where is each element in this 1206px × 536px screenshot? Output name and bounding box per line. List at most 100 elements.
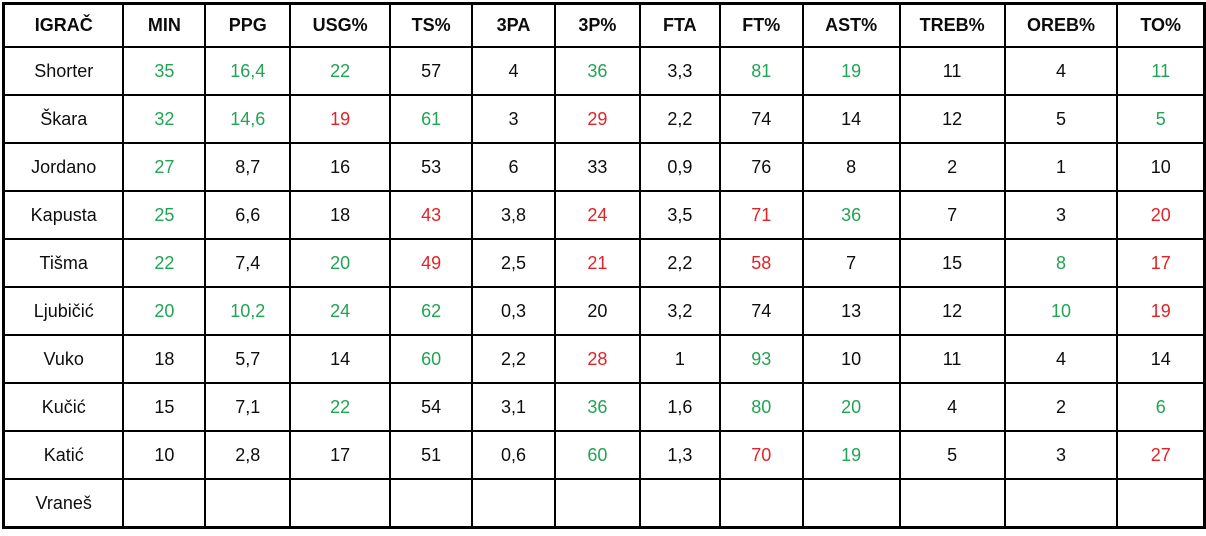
stat-cell: 71 [718,190,804,240]
player-name-cell: Shorter [2,46,125,96]
stat-cell: 19 [801,46,901,96]
stat-cell [638,478,721,529]
column-header-3: USG% [289,2,392,48]
stat-cell [1003,478,1119,529]
column-header-9: AST% [801,2,901,48]
column-header-8: FT% [718,2,804,48]
stat-cell [471,478,556,529]
stat-cell: 0,6 [471,430,556,480]
stat-cell: 32 [122,94,207,144]
table-row: Jordano 27 8,7 16 53 6 33 0,9 76 8 2 1 10 [2,142,1206,192]
player-name-cell: Jordano [2,142,125,192]
stat-cell [289,478,392,529]
stat-cell: 20 [122,286,207,336]
table-row: Vuko 18 5,7 14 60 2,2 28 1 93 10 11 4 14 [2,334,1206,384]
stat-cell [1116,478,1206,529]
stat-cell: 57 [389,46,474,96]
player-name-cell: Vraneš [2,478,125,529]
table-row: Kučić 15 7,1 22 54 3,1 36 1,6 80 20 4 2 6 [2,382,1206,432]
stat-cell: 61 [389,94,474,144]
stat-cell: 16 [289,142,392,192]
stat-cell: 49 [389,238,474,288]
stat-cell: 7 [801,238,901,288]
stat-cell: 60 [389,334,474,384]
stat-cell: 36 [553,46,641,96]
table-row: Kapusta 25 6,6 18 43 3,8 24 3,5 71 36 7 3 20 [2,190,1206,240]
stat-cell: 20 [289,238,392,288]
column-header-12: TO% [1116,2,1206,48]
stat-cell: 36 [553,382,641,432]
stat-cell: 1 [638,334,721,384]
table-row: Ljubičić 20 10,2 24 62 0,3 20 3,2 74 13 12 10 19 [2,286,1206,336]
stat-cell: 74 [718,94,804,144]
stat-cell: 7,1 [204,382,292,432]
stat-cell: 20 [1116,190,1206,240]
stat-cell: 8,7 [204,142,292,192]
stat-cell: 5,7 [204,334,292,384]
stat-cell: 14 [801,94,901,144]
stat-cell: 5 [1116,94,1206,144]
stat-cell: 14,6 [204,94,292,144]
stat-cell: 14 [289,334,392,384]
stat-cell [718,478,804,529]
stat-cell: 3 [471,94,556,144]
stat-cell [801,478,901,529]
stat-cell: 1,3 [638,430,721,480]
stat-cell: 4 [898,382,1006,432]
stat-cell: 19 [801,430,901,480]
stat-cell: 2 [898,142,1006,192]
header-row: IGRAČ MIN PPG USG% TS% 3PA 3P% FTA FT% AST% TREB% O… [2,2,1206,48]
stat-cell: 18 [289,190,392,240]
stat-cell: 70 [718,430,804,480]
stat-cell: 1 [1003,142,1119,192]
stat-cell: 27 [1116,430,1206,480]
column-header-1: MIN [122,2,207,48]
stat-cell: 60 [553,430,641,480]
stat-cell: 11 [1116,46,1206,96]
stat-cell: 2,8 [204,430,292,480]
stat-cell: 4 [1003,46,1119,96]
stat-cell: 10,2 [204,286,292,336]
stat-cell: 2,2 [471,334,556,384]
stat-cell: 3,3 [638,46,721,96]
stat-cell: 3,1 [471,382,556,432]
table-row: Shorter 35 16,4 22 57 4 36 3,3 81 19 11 4 11 [2,46,1206,96]
stat-cell: 20 [801,382,901,432]
stat-cell: 25 [122,190,207,240]
stat-cell: 2 [1003,382,1119,432]
stat-cell: 28 [553,334,641,384]
stat-cell: 15 [898,238,1006,288]
stat-cell: 13 [801,286,901,336]
stat-cell: 51 [389,430,474,480]
stat-cell: 6 [471,142,556,192]
stat-cell: 4 [471,46,556,96]
table-row: Vraneš [2,478,1206,529]
player-name-cell: Kapusta [2,190,125,240]
stat-cell: 19 [1116,286,1206,336]
stat-cell: 21 [553,238,641,288]
column-header-11: OREB% [1003,2,1119,48]
column-header-4: TS% [389,2,474,48]
column-header-2: PPG [204,2,292,48]
stat-cell: 24 [289,286,392,336]
stat-cell [553,478,641,529]
player-name-cell: Tišma [2,238,125,288]
stat-cell: 3,5 [638,190,721,240]
stat-cell: 2,2 [638,94,721,144]
stat-cell: 74 [718,286,804,336]
stat-cell: 4 [1003,334,1119,384]
stat-cell: 29 [553,94,641,144]
stat-cell: 12 [898,286,1006,336]
stat-cell: 3 [1003,430,1119,480]
stat-cell: 8 [1003,238,1119,288]
stat-cell: 11 [898,46,1006,96]
stat-cell: 1,6 [638,382,721,432]
player-name-cell: Ljubičić [2,286,125,336]
stat-cell: 10 [122,430,207,480]
stat-cell [122,478,207,529]
stat-cell: 11 [898,334,1006,384]
stat-cell [204,478,292,529]
player-name-cell: Škara [2,94,125,144]
player-name-cell: Katić [2,430,125,480]
stat-cell: 17 [289,430,392,480]
